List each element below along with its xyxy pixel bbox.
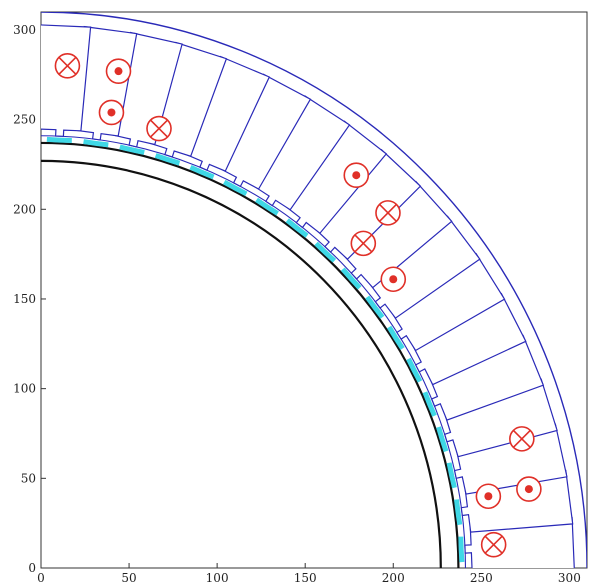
conductor-cross-line — [150, 119, 168, 138]
y-tick-label: 250 — [13, 113, 36, 127]
conductor-cross-icon — [509, 426, 535, 452]
y-tick-label: 50 — [21, 471, 36, 485]
x-axis-ticks: 0 50 100 150 200 250 300 — [37, 563, 581, 585]
y-axis-ticks: 0 50 100 150 200 250 300 — [13, 23, 46, 575]
conductor-dot-icon — [343, 162, 370, 189]
x-tick-label: 250 — [470, 571, 493, 585]
air-gap-segment — [454, 499, 463, 526]
air-gap-segment — [314, 241, 337, 263]
stator-outer-arc — [41, 12, 587, 568]
conductor-cross-icon — [375, 200, 401, 226]
air-gap-segment — [422, 391, 437, 417]
diagram-layer — [41, 12, 587, 568]
conductor-dot — [107, 108, 116, 117]
air-gap-segment — [458, 536, 465, 563]
conductor-dot-icon — [475, 483, 502, 510]
y-tick-label: 200 — [13, 202, 36, 216]
air-gap-segments — [46, 136, 465, 563]
stator-bore-arc — [41, 135, 467, 568]
conductor-dot — [114, 67, 123, 76]
air-gap-segment — [340, 267, 362, 290]
conductor-dot-icon — [516, 476, 542, 502]
air-gap-segment — [222, 179, 248, 197]
conductor-dot — [524, 485, 533, 494]
conductor-cross-line — [354, 234, 373, 253]
rotor — [41, 141, 460, 568]
conductor-dot — [484, 492, 493, 501]
air-gap-segment — [387, 325, 405, 350]
x-tick-label: 300 — [558, 571, 581, 585]
air-gap-segment — [406, 357, 423, 383]
y-tick-label: 100 — [13, 382, 36, 396]
conductors — [54, 53, 542, 558]
conductor-dot-icon — [380, 266, 407, 293]
conductor-cross-line — [512, 429, 531, 448]
air-gap-segment — [255, 197, 279, 216]
x-tick-label: 200 — [382, 571, 405, 585]
stator — [41, 12, 587, 568]
x-tick-label: 0 — [37, 571, 45, 585]
conductor-cross-icon — [54, 53, 81, 79]
rotor-inner-arc — [41, 159, 442, 568]
air-gap-segment — [83, 139, 109, 148]
air-gap-segment — [189, 165, 215, 180]
air-gap-segment — [446, 462, 457, 489]
conductor-cross-line — [484, 535, 503, 554]
air-gap-segment — [46, 136, 72, 143]
rotor-outer-arc — [41, 141, 460, 568]
conductor-cross-icon — [146, 115, 172, 142]
plot-frame — [40, 11, 588, 569]
air-gap-segment — [285, 218, 309, 238]
conductor-cross-icon — [350, 230, 377, 257]
x-tick-label: 50 — [121, 571, 136, 585]
y-tick-label: 300 — [13, 23, 36, 37]
conductor-dot — [352, 171, 361, 180]
conductor-dot-icon — [105, 58, 132, 84]
conductor-cross-icon — [480, 531, 507, 558]
y-tick-label: 150 — [13, 292, 36, 306]
conductor-cross-line — [58, 56, 77, 75]
air-gap-segment — [365, 295, 385, 319]
air-gap-segment — [436, 426, 449, 453]
air-gap-segment — [154, 153, 181, 166]
conductor-dot-icon — [98, 99, 125, 126]
conductor-cross-line — [379, 203, 397, 222]
x-tick-label: 150 — [294, 571, 317, 585]
conductor-dot — [389, 275, 398, 284]
stator-slot — [41, 24, 92, 137]
y-tick-label: 0 — [28, 561, 36, 575]
x-tick-label: 100 — [206, 571, 229, 585]
air-gap-segment — [119, 144, 145, 155]
